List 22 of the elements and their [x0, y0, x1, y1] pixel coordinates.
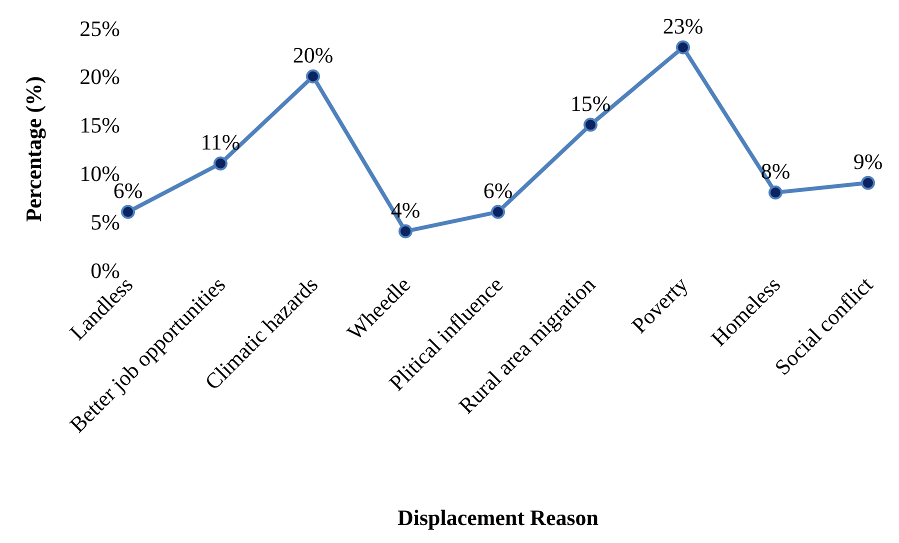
- point: [861, 176, 875, 190]
- y-tick-label: 25%: [80, 16, 120, 41]
- data-label: 9%: [853, 148, 883, 174]
- y-tick-label: 20%: [80, 64, 120, 90]
- x-axis-title: Displacement Reason: [397, 505, 599, 530]
- data-label: 6%: [483, 178, 513, 203]
- data-label: 20%: [292, 42, 334, 68]
- point: [306, 69, 320, 84]
- point: [768, 186, 782, 200]
- point: [676, 40, 690, 54]
- y-axis-title: Percentage (%): [20, 76, 46, 222]
- data-label: 15%: [570, 90, 611, 116]
- point: [398, 224, 412, 238]
- point: [491, 204, 505, 219]
- point: [214, 156, 228, 171]
- point: [584, 118, 598, 132]
- y-tick-label: 0%: [90, 258, 120, 283]
- y-tick-label: 5%: [90, 209, 120, 234]
- point: [121, 204, 135, 219]
- y-tick-label: 15%: [80, 112, 120, 138]
- data-label: 11%: [200, 130, 240, 155]
- data-label: 23%: [662, 13, 704, 38]
